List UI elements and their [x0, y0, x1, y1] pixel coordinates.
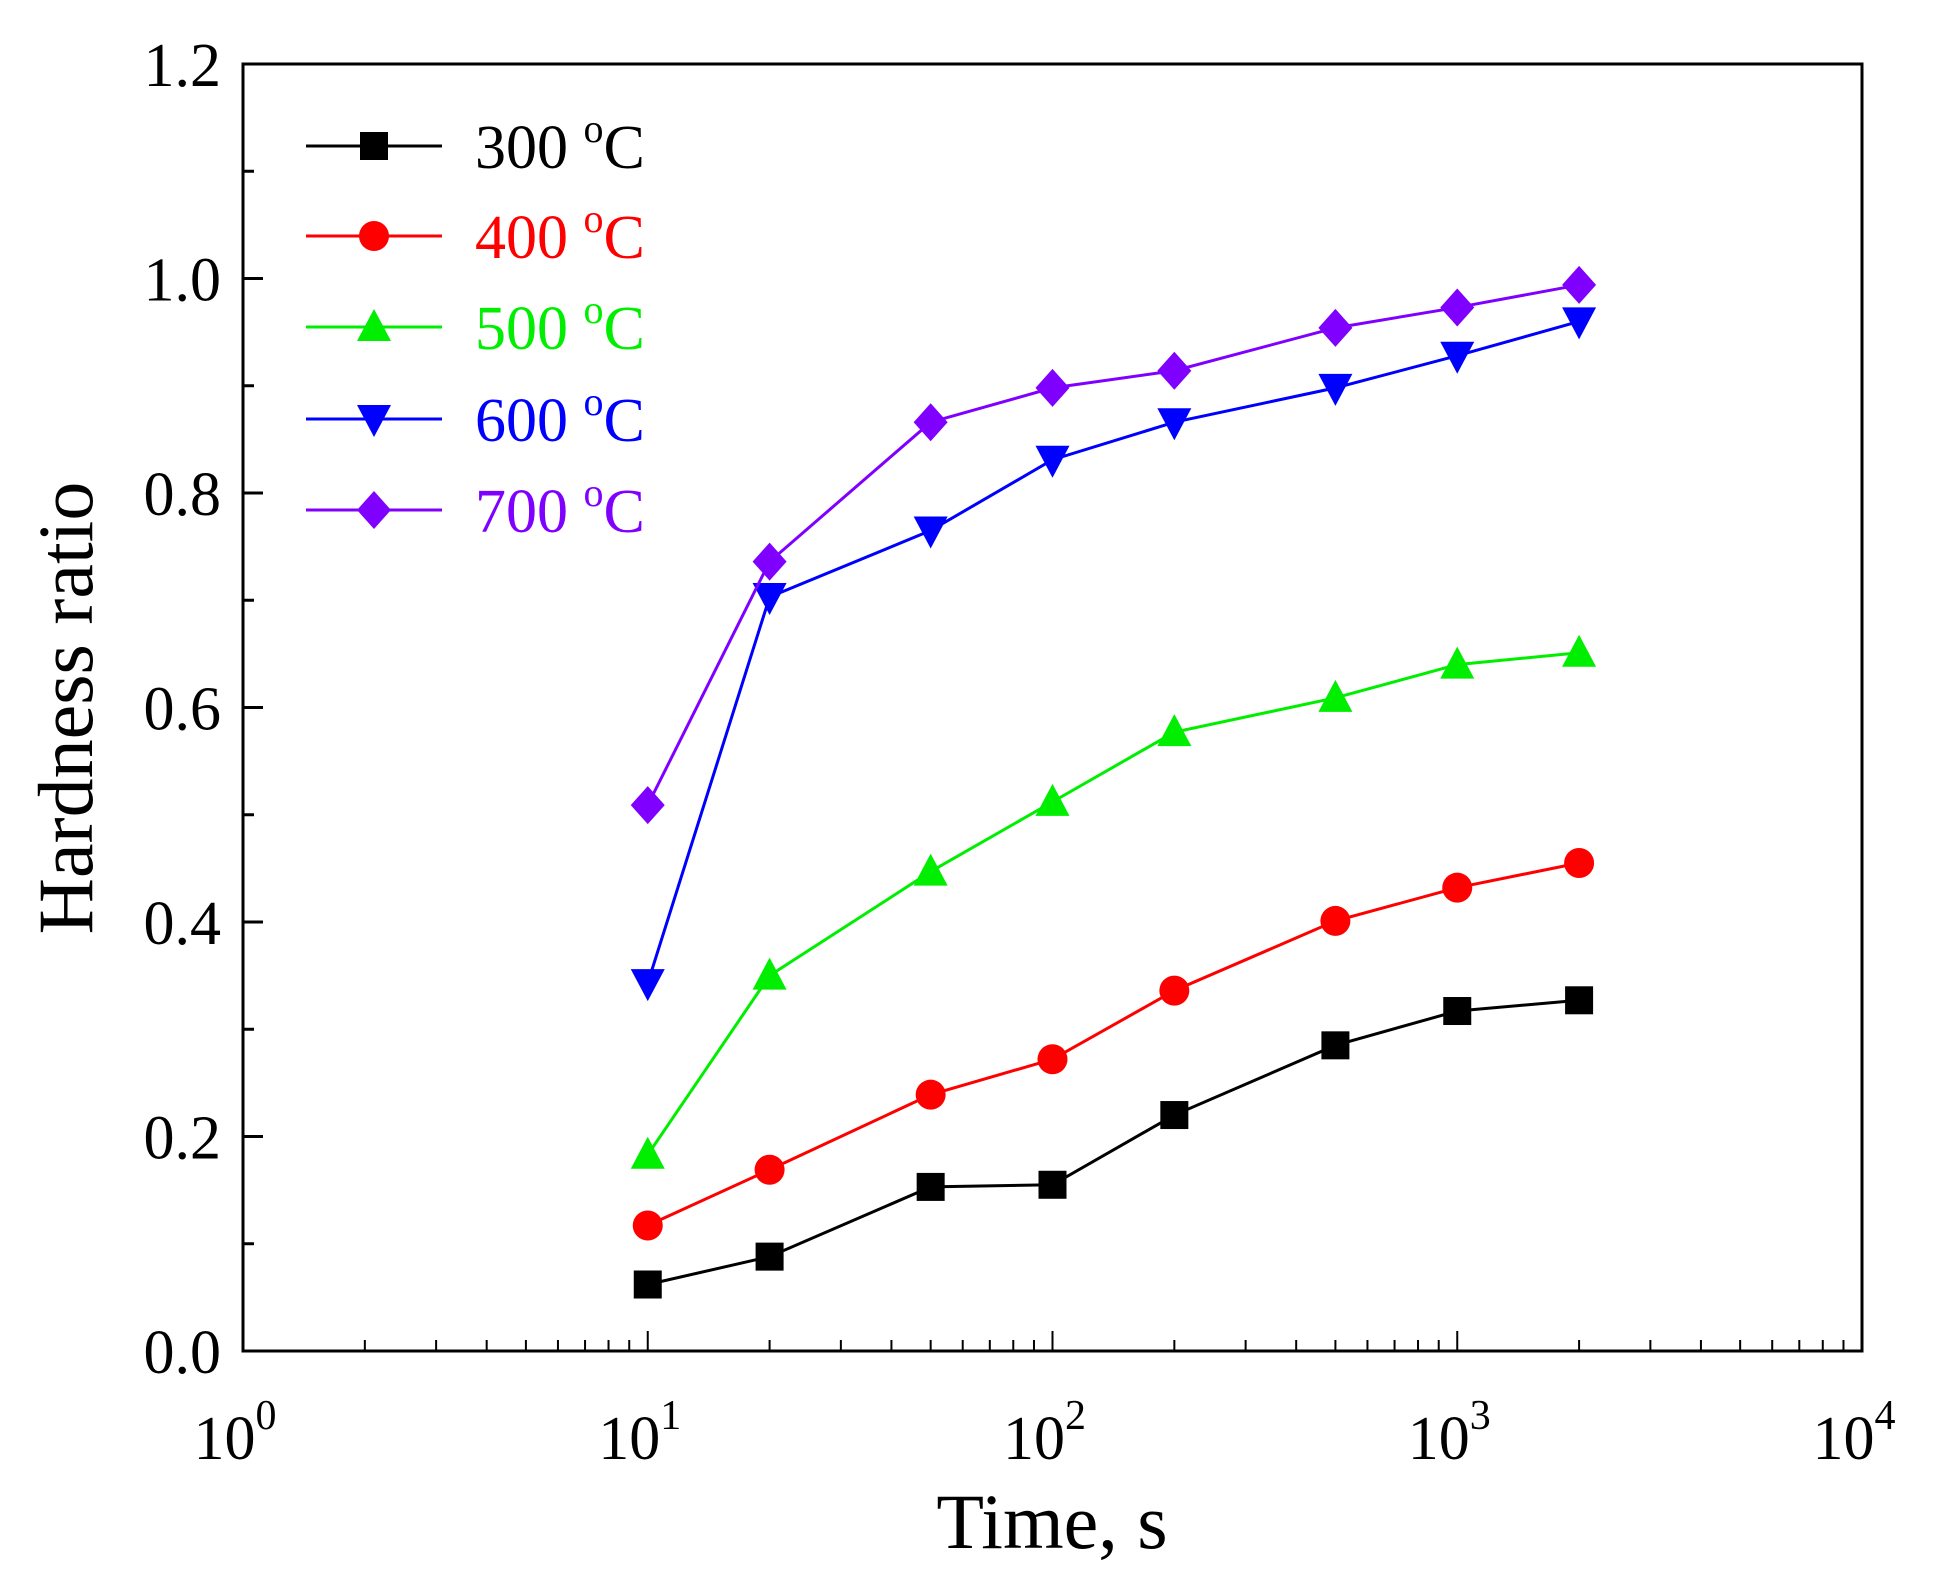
x-tick-label: 100	[194, 1393, 277, 1473]
data-point-400	[915, 1079, 946, 1110]
plot-frame	[241, 62, 1864, 1353]
data-point-700	[1440, 288, 1475, 327]
series-group	[630, 265, 1597, 1299]
legend-item-700: 700 oC	[306, 470, 645, 546]
legend-item-500: 500 oC	[306, 287, 645, 363]
y-axis-title: Hardness ratio	[22, 482, 109, 935]
data-point-300	[916, 1172, 945, 1201]
data-point-600	[752, 583, 787, 616]
data-point-600	[1562, 307, 1597, 340]
legend-marker	[357, 491, 391, 529]
y-tick-label: 1.2	[144, 32, 222, 100]
legend-item-600: 600 oC	[306, 379, 645, 455]
data-point-700	[1562, 265, 1597, 304]
data-point-400	[1159, 975, 1190, 1006]
legend-marker	[360, 132, 388, 160]
series-line-600	[646, 319, 1580, 984]
series-line-700	[646, 283, 1580, 806]
legend-label: 500 oC	[475, 287, 645, 363]
legend: 300 oC 400 oC 500 oC 600 oC 700 oC	[306, 106, 645, 546]
data-point-700	[1318, 308, 1353, 347]
y-tick-label: 0.0	[144, 1319, 222, 1387]
y-tick-label: 0.6	[144, 676, 222, 744]
data-point-700	[1157, 351, 1192, 390]
y-tick-label: 1.0	[144, 247, 222, 315]
legend-label: 300 oC	[475, 106, 645, 182]
data-point-300	[755, 1242, 784, 1271]
data-point-500	[913, 853, 948, 886]
series-400	[632, 848, 1595, 1241]
data-point-600	[1157, 408, 1192, 441]
data-point-400	[1442, 872, 1473, 903]
data-point-500	[1157, 714, 1192, 747]
data-point-400	[1564, 848, 1595, 879]
series-line-400	[647, 861, 1580, 1227]
data-point-500	[1318, 679, 1353, 712]
data-point-600	[1440, 341, 1475, 374]
x-axis-title: Time, s	[936, 1478, 1167, 1565]
data-point-700	[1035, 368, 1070, 407]
y-tick-label: 0.8	[144, 461, 222, 529]
legend-marker	[357, 405, 391, 437]
data-point-400	[1037, 1044, 1068, 1075]
x-tick-label: 102	[1003, 1393, 1086, 1473]
legend-label: 600 oC	[475, 379, 645, 455]
y-tick-label: 0.4	[144, 890, 222, 958]
data-point-600	[1035, 445, 1070, 478]
y-tick-label: 0.2	[144, 1105, 222, 1173]
data-point-500	[1440, 646, 1475, 679]
data-point-300	[1321, 1031, 1350, 1060]
series-600	[630, 307, 1597, 1002]
data-point-300	[1443, 997, 1472, 1026]
data-point-400	[1320, 905, 1351, 936]
series-700	[630, 265, 1597, 825]
data-point-300	[1038, 1170, 1067, 1199]
data-point-600	[1318, 373, 1353, 406]
legend-label: 400 oC	[475, 196, 645, 272]
data-point-300	[1160, 1101, 1189, 1130]
legend-marker	[359, 221, 389, 251]
series-line-300	[647, 998, 1580, 1286]
data-point-500	[752, 957, 787, 990]
legend-marker	[357, 309, 391, 341]
legend-item-400: 400 oC	[306, 196, 645, 272]
data-point-700	[913, 403, 948, 442]
x-tick-label: 103	[1408, 1393, 1491, 1473]
x-tick-label: 104	[1813, 1393, 1896, 1473]
data-point-300	[633, 1270, 662, 1299]
data-point-300	[1565, 986, 1594, 1015]
data-point-500	[1562, 634, 1597, 667]
x-tick-label: 101	[598, 1393, 681, 1473]
legend-item-300: 300 oC	[306, 106, 645, 182]
data-point-700	[752, 542, 787, 581]
data-point-500	[1035, 783, 1070, 816]
legend-label: 700 oC	[475, 470, 645, 546]
data-point-700	[630, 786, 665, 825]
data-point-600	[630, 969, 665, 1002]
axis-ticks: 0.0 0.2 0.4 0.6 0.8 1.0 1.2 100 101 102 103 104	[144, 32, 1896, 1473]
data-point-400	[754, 1154, 785, 1185]
series-500	[630, 634, 1597, 1169]
data-point-500	[630, 1136, 665, 1169]
data-point-400	[632, 1210, 663, 1241]
series-line-500	[646, 651, 1580, 1156]
data-point-600	[913, 516, 948, 549]
series-300	[633, 986, 1594, 1299]
